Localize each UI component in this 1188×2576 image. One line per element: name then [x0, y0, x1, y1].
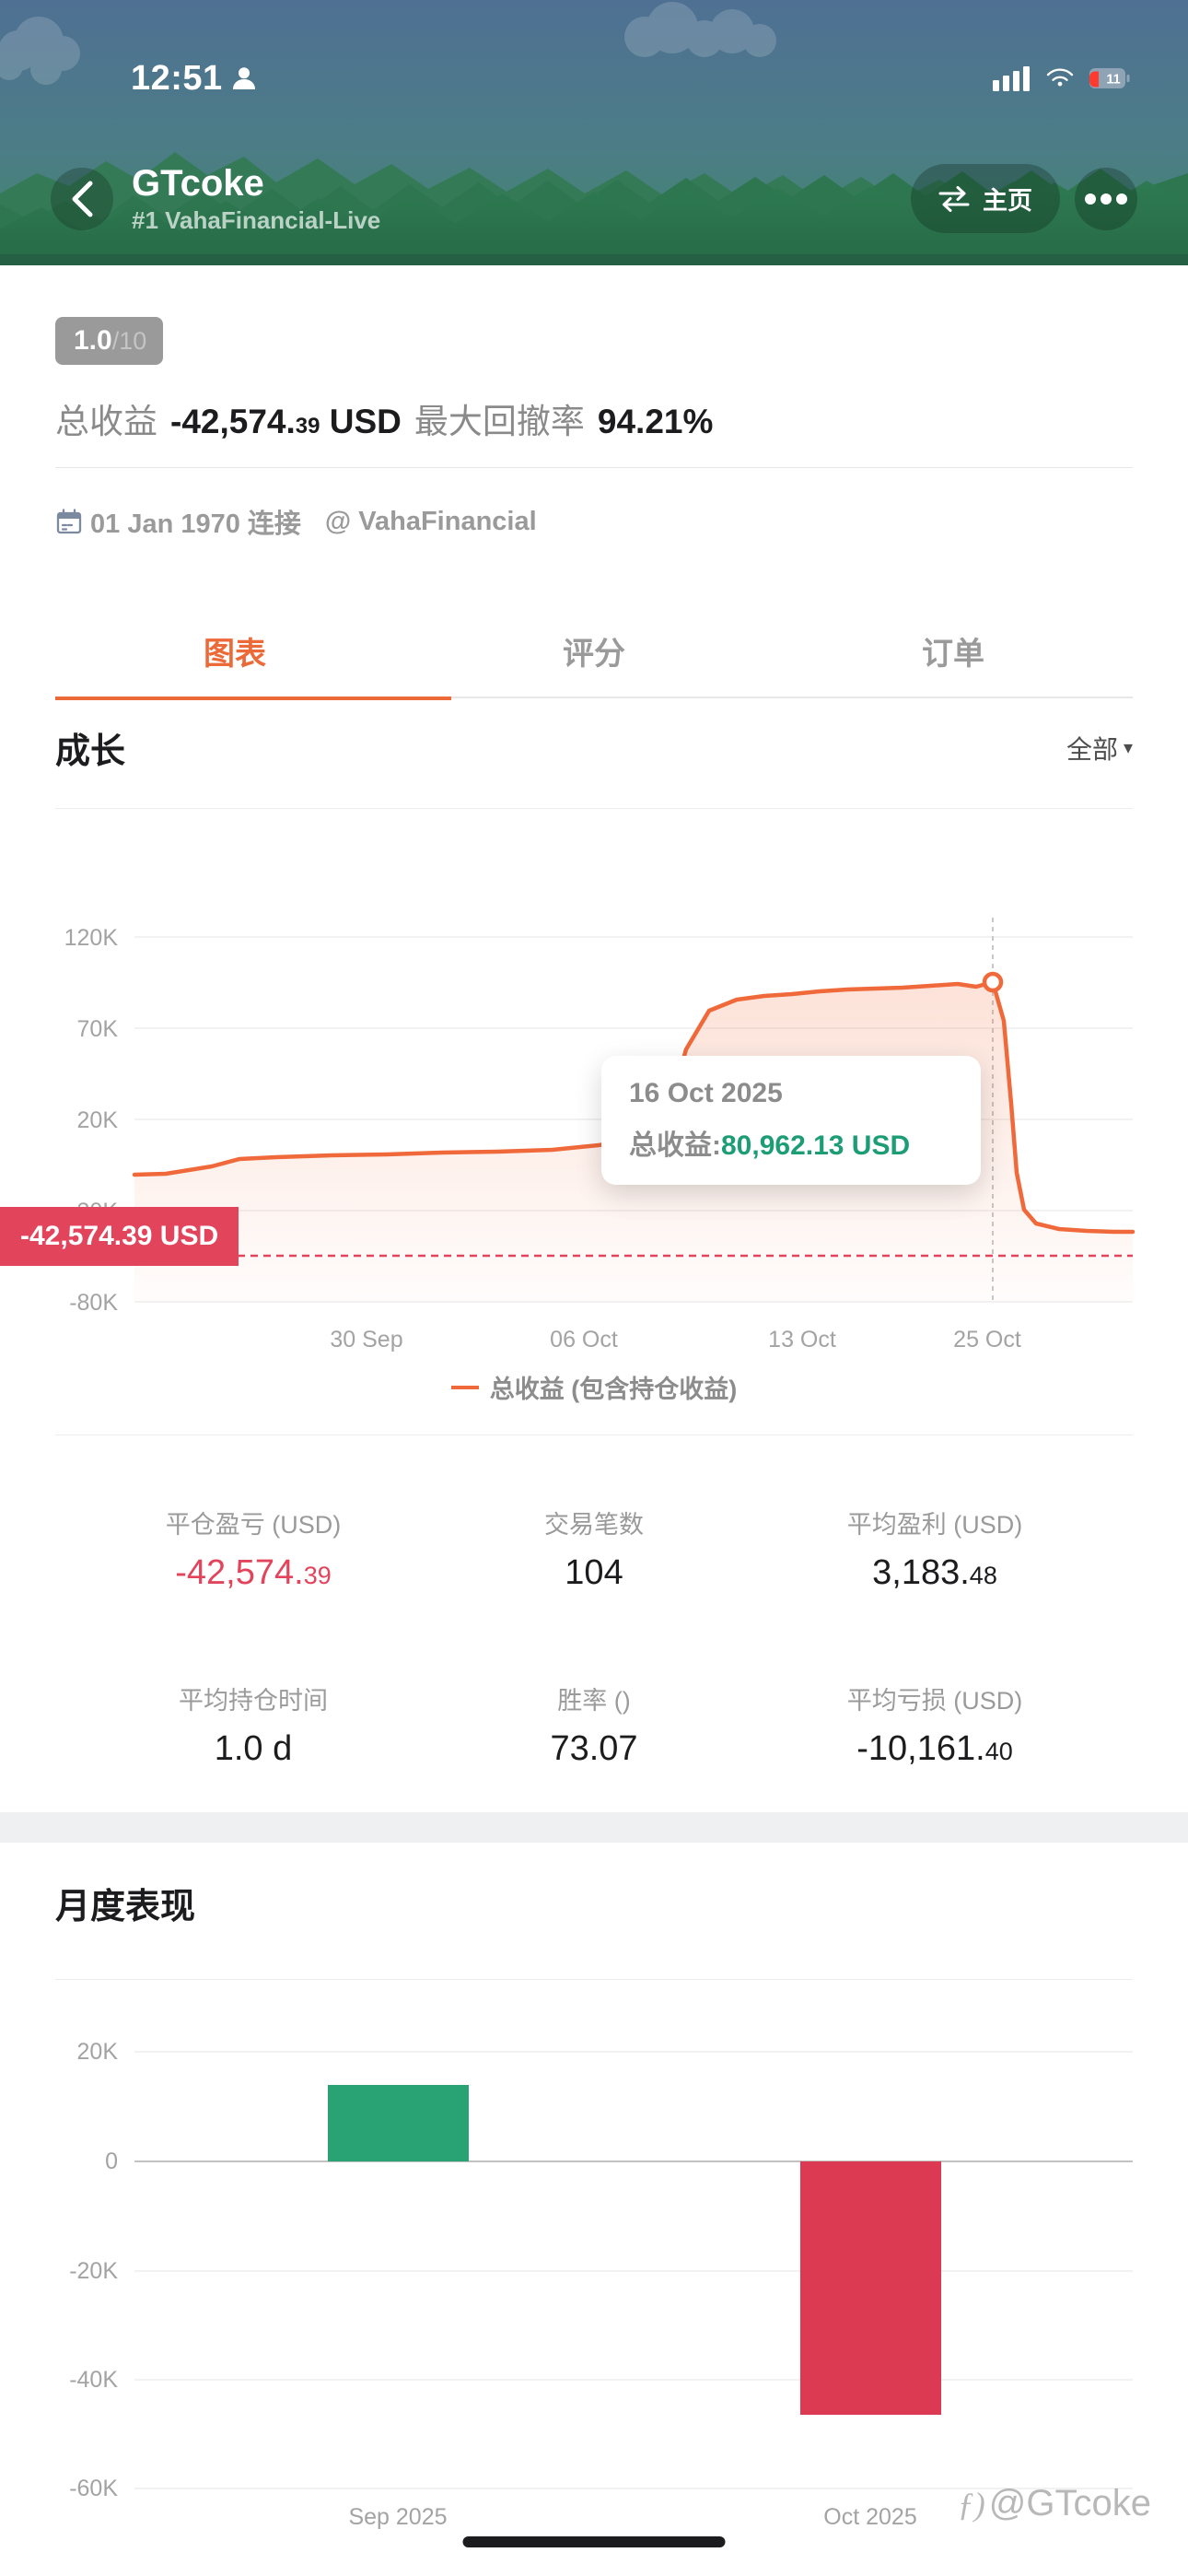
- svg-text:20K: 20K: [77, 1107, 119, 1133]
- svg-text:30 Sep: 30 Sep: [330, 1327, 402, 1352]
- svg-text:120K: 120K: [64, 925, 119, 951]
- svg-text:06 Oct: 06 Oct: [550, 1327, 618, 1352]
- svg-text:11: 11: [1106, 73, 1120, 88]
- svg-text:70K: 70K: [77, 1016, 119, 1042]
- svg-text:-40K: -40K: [69, 2367, 118, 2393]
- svg-text:-20K: -20K: [69, 2258, 118, 2284]
- svg-text:Oct 2025: Oct 2025: [823, 2504, 916, 2530]
- svg-text:20K: 20K: [77, 2039, 119, 2065]
- svg-text:-60K: -60K: [69, 2476, 118, 2501]
- svg-text:-80K: -80K: [69, 1290, 118, 1316]
- svg-text:13 Oct: 13 Oct: [768, 1327, 836, 1352]
- svg-text:25 Oct: 25 Oct: [953, 1327, 1021, 1352]
- svg-text:Sep 2025: Sep 2025: [348, 2504, 447, 2530]
- svg-text:0: 0: [105, 2149, 118, 2174]
